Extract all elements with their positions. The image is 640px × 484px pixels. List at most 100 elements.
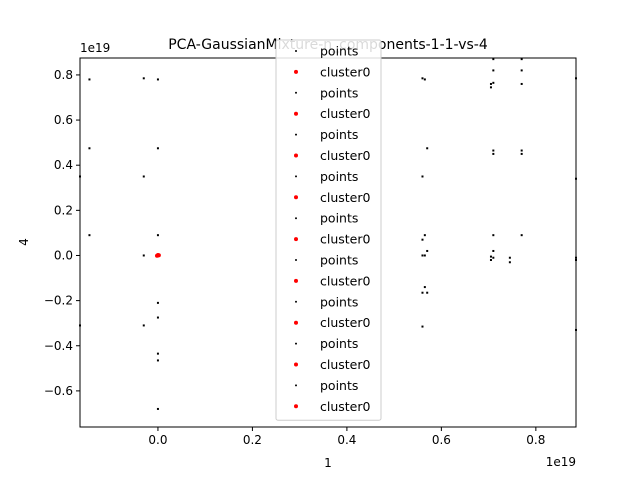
data-point [142, 77, 145, 80]
y-axis-label: 4 [17, 238, 31, 246]
legend-marker [295, 342, 297, 345]
x-tick-label: 0.2 [243, 433, 262, 447]
y-tick-label: −0.2 [44, 294, 73, 308]
data-point [492, 152, 495, 155]
legend-marker [295, 217, 297, 220]
legend-marker [295, 259, 297, 261]
data-point [421, 238, 424, 241]
data-point [426, 291, 429, 294]
legend-label: points [320, 253, 358, 268]
data-point [88, 78, 91, 81]
points-layer [79, 58, 577, 410]
y-tick-label: −0.6 [44, 384, 73, 398]
y-tick-label: −0.4 [44, 339, 73, 353]
x-tick-label: 0.6 [432, 433, 451, 447]
y-tick-label: 0.0 [54, 248, 73, 262]
legend-marker [294, 195, 298, 200]
y-offset-label: 1e19 [80, 41, 110, 55]
legend-label: cluster0 [320, 106, 371, 121]
data-point [142, 175, 145, 178]
data-point [156, 352, 159, 355]
data-point [156, 316, 159, 319]
legend-marker [295, 384, 297, 387]
data-point [492, 249, 495, 252]
data-point [142, 254, 145, 257]
data-point [520, 58, 523, 61]
legend-marker [294, 69, 298, 74]
data-point [421, 291, 424, 294]
legend-marker [294, 153, 298, 158]
data-point [492, 81, 495, 84]
legend-label: cluster0 [320, 64, 371, 79]
data-point [492, 234, 495, 237]
legend: points cluster0 points cluster0 points cluste… [275, 39, 382, 421]
data-point [423, 234, 426, 237]
data-point [156, 147, 159, 150]
data-point [489, 82, 492, 85]
legend-label: cluster0 [320, 232, 371, 247]
x-offset-label: 1e19 [546, 455, 576, 469]
legend-label: points [320, 378, 358, 393]
data-point [520, 69, 523, 72]
x-axis-ticks: 0.0 0.2 0.4 0.6 0.8 [148, 427, 545, 447]
data-point [423, 78, 426, 81]
data-point [421, 77, 424, 80]
data-point [492, 69, 495, 72]
legend-marker [294, 237, 298, 242]
legend-label: points [320, 127, 358, 142]
legend-marker [295, 50, 297, 52]
legend-marker [294, 278, 298, 283]
legend-label: points [320, 169, 358, 184]
legend-marker [294, 320, 298, 325]
data-point [142, 324, 145, 327]
legend-marker [294, 362, 298, 367]
legend-label: points [320, 294, 358, 309]
data-point [156, 359, 159, 362]
data-point [520, 149, 523, 152]
x-tick-label: 0.8 [526, 433, 545, 447]
legend-label: points [320, 44, 358, 59]
data-point [156, 301, 159, 304]
data-point [156, 407, 159, 410]
data-point [489, 258, 492, 261]
cluster0-point [155, 253, 160, 258]
data-point [156, 78, 159, 81]
legend-marker [294, 404, 298, 409]
y-tick-label: 0.2 [54, 203, 73, 217]
legend-marker [295, 133, 297, 136]
data-point [156, 234, 159, 237]
legend-label: cluster0 [320, 190, 371, 205]
data-point [520, 82, 523, 85]
y-axis-ticks: −0.6 −0.4 −0.2 0.0 0.2 0.4 0.6 0.8 [44, 68, 80, 398]
legend-label: cluster0 [320, 148, 371, 163]
data-point [508, 261, 511, 264]
x-tick-label: 0.0 [148, 433, 167, 447]
legend-box [275, 39, 382, 421]
data-point [423, 254, 426, 257]
y-tick-label: 0.8 [54, 68, 73, 82]
data-point [492, 149, 495, 152]
data-point [88, 147, 91, 150]
legend-label: cluster0 [320, 273, 371, 288]
legend-label: points [320, 211, 358, 226]
data-point [426, 249, 429, 252]
legend-label: cluster0 [320, 315, 371, 330]
data-point [426, 147, 429, 150]
data-point [508, 256, 511, 259]
legend-label: cluster0 [320, 399, 371, 414]
data-point [489, 255, 492, 258]
data-point [421, 175, 424, 178]
data-point [492, 256, 495, 259]
legend-marker [295, 91, 297, 94]
legend-label: points [320, 336, 358, 351]
x-tick-label: 0.4 [337, 433, 356, 447]
data-point [520, 234, 523, 237]
data-point [423, 286, 426, 289]
legend-marker [294, 111, 298, 116]
data-point [88, 234, 91, 237]
data-point [520, 152, 523, 155]
data-point [421, 254, 424, 257]
y-tick-label: 0.6 [54, 113, 73, 127]
legend-marker [295, 300, 297, 303]
